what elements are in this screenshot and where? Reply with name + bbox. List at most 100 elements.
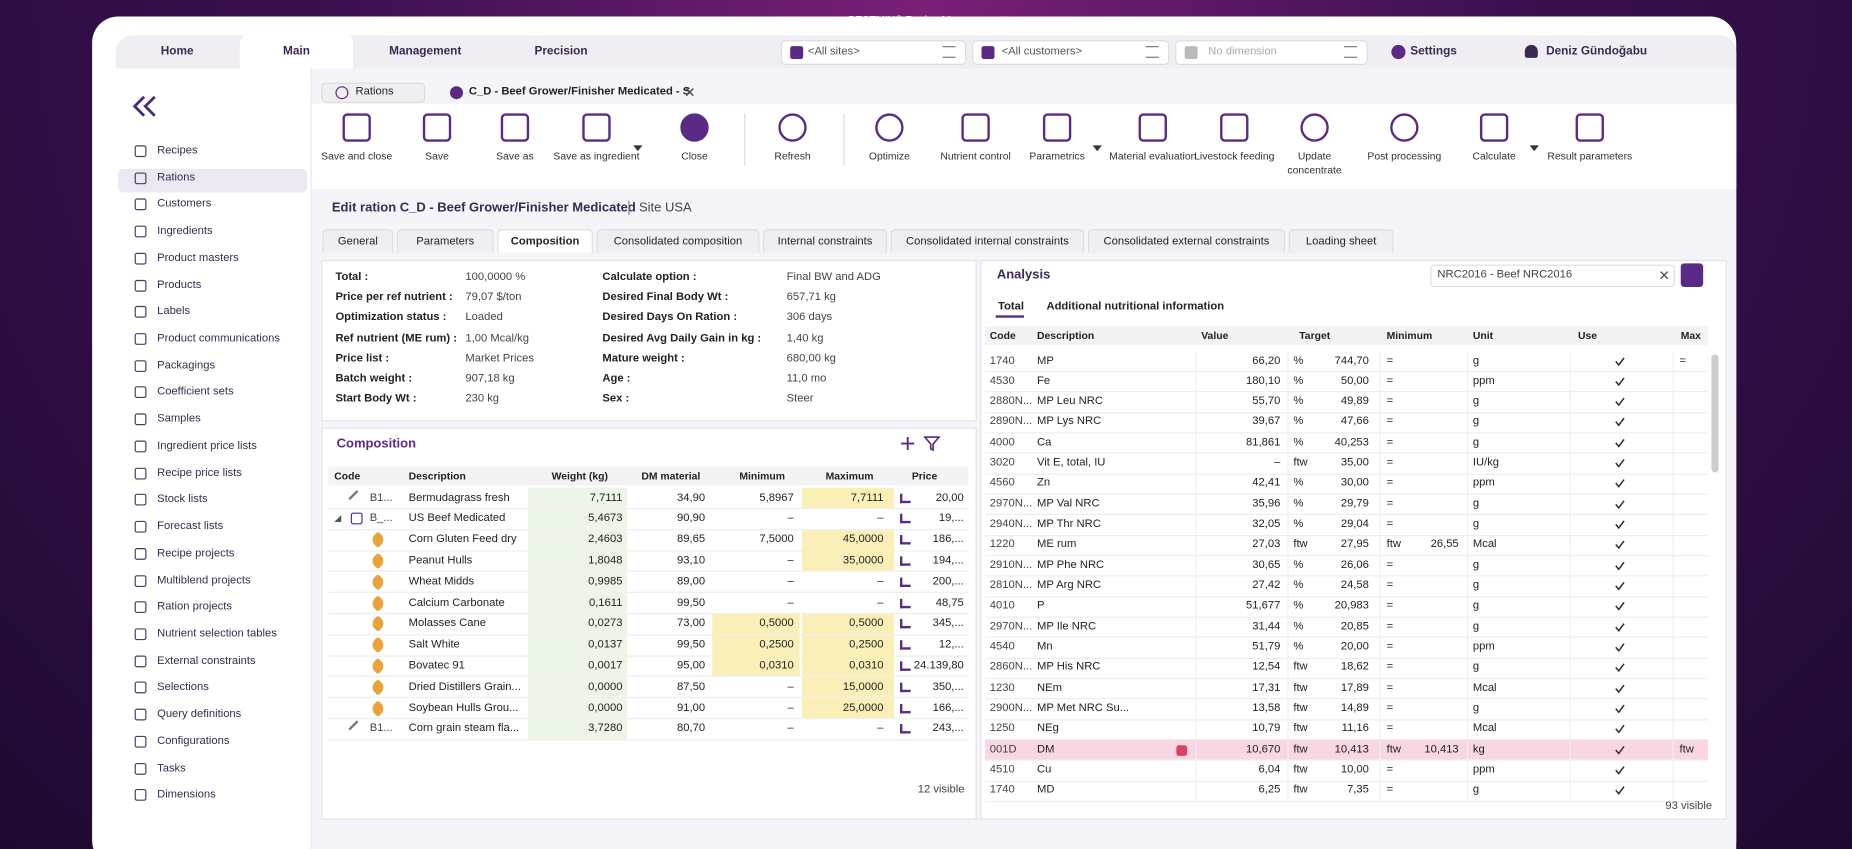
icon xyxy=(961,113,990,142)
sidebar-item[interactable]: Packagings xyxy=(157,358,216,372)
cell: % xyxy=(1293,374,1304,388)
use-check xyxy=(1615,725,1625,734)
icon xyxy=(134,762,147,775)
sidebar-item[interactable]: Tasks xyxy=(157,761,186,775)
user-name[interactable]: Deniz Gündoğabu xyxy=(1546,44,1648,58)
filter-box[interactable] xyxy=(1175,40,1368,65)
cell-bg xyxy=(801,529,895,550)
toolbar-button[interactable]: Optimize xyxy=(868,150,910,162)
cell: Mcal xyxy=(1472,681,1497,695)
cell: 2900N... xyxy=(989,701,1033,715)
sub-tab[interactable] xyxy=(396,229,494,253)
col-line xyxy=(1379,575,1381,597)
sidebar-item[interactable]: Forecast lists xyxy=(157,519,224,533)
sub-tab[interactable] xyxy=(1288,229,1394,253)
analysis-tab[interactable]: Additional nutritional information xyxy=(1046,300,1225,313)
sub-tab[interactable] xyxy=(322,229,394,253)
toolbar-button[interactable]: Save and close xyxy=(321,150,393,162)
toolbar-button[interactable]: Post processing xyxy=(1367,150,1442,162)
sidebar-item[interactable]: Product communications xyxy=(157,331,280,345)
toolbar-button[interactable]: Calculate xyxy=(1472,150,1516,162)
sidebar-item[interactable]: Product masters xyxy=(157,251,239,265)
toolbar-button[interactable]: Parametrics xyxy=(1029,150,1085,162)
sidebar-item[interactable]: Recipe projects xyxy=(157,546,235,560)
sub-tab[interactable] xyxy=(596,229,760,253)
sidebar-item[interactable]: Query definitions xyxy=(157,707,242,721)
sidebar-item[interactable]: Ingredients xyxy=(157,224,213,238)
cell: 4540 xyxy=(989,640,1015,654)
add-button[interactable] xyxy=(900,436,915,451)
icon xyxy=(350,512,363,525)
col-line xyxy=(1195,780,1197,801)
sidebar-item[interactable]: Rations xyxy=(157,170,196,184)
toolbar-button[interactable]: Material evaluation xyxy=(1109,150,1197,162)
row-line xyxy=(985,698,1708,700)
sidebar-item[interactable]: Coefficient sets xyxy=(157,385,234,399)
col-line xyxy=(1466,453,1469,474)
toolbar-button[interactable]: Close xyxy=(681,150,708,162)
sidebar-item[interactable]: Customers xyxy=(157,197,212,211)
sidebar-item[interactable]: Ration projects xyxy=(157,600,232,614)
sub-tab[interactable] xyxy=(497,229,593,253)
analysis-tab[interactable]: Total xyxy=(998,300,1025,313)
sub-tab[interactable] xyxy=(1087,229,1286,253)
preset-box[interactable] xyxy=(1430,264,1675,288)
sidebar-item[interactable]: Multiblend projects xyxy=(157,573,251,587)
col-line xyxy=(1287,657,1289,678)
sidebar-item[interactable]: Ingredient price lists xyxy=(157,439,257,453)
sidebar-item[interactable]: Labels xyxy=(157,305,191,319)
settings[interactable]: Settings xyxy=(1410,44,1457,58)
col-line xyxy=(1379,719,1381,740)
toolbar-button[interactable]: Update concentrate xyxy=(1287,150,1342,176)
nav-tab[interactable]: Management xyxy=(389,44,462,58)
clear-x[interactable] xyxy=(1659,270,1669,280)
col-line xyxy=(1379,535,1381,556)
sidebar-item[interactable]: Recipe price lists xyxy=(157,466,242,480)
toolbar-button[interactable]: Save xyxy=(425,150,449,162)
info-value: 1,00 Mcal/kg xyxy=(465,331,529,345)
nav-tab[interactable]: Home xyxy=(160,44,194,58)
cell: 29,04 xyxy=(1340,517,1369,531)
column-header: Value xyxy=(1201,329,1229,342)
sidebar-item[interactable]: Nutrient selection tables xyxy=(157,627,277,641)
toolbar-button[interactable]: Refresh xyxy=(774,150,811,162)
cell: 35,96 xyxy=(1252,497,1281,511)
sub-tab[interactable] xyxy=(763,229,888,253)
sidebar-item[interactable]: Recipes xyxy=(157,144,198,158)
doc-tab[interactable] xyxy=(321,82,426,103)
nav-tab[interactable]: Main xyxy=(283,44,310,58)
filter-button[interactable] xyxy=(1680,263,1704,288)
collapse-icon[interactable] xyxy=(130,94,161,118)
nav-tab[interactable]: Precision xyxy=(534,44,588,58)
info-label: Desired Final Body Wt : xyxy=(602,290,729,304)
filter-box[interactable] xyxy=(972,40,1170,65)
sidebar-item[interactable]: Configurations xyxy=(157,734,230,748)
toolbar-button[interactable]: Result parameters xyxy=(1547,150,1633,162)
cell: 27,95 xyxy=(1340,537,1369,551)
sidebar-item[interactable]: Selections xyxy=(157,680,209,694)
filter-button[interactable] xyxy=(923,436,941,452)
sidebar-item[interactable]: Stock lists xyxy=(157,492,208,506)
toolbar-button[interactable]: Nutrient control xyxy=(940,150,1011,162)
sidebar-item[interactable]: External constraints xyxy=(157,653,256,667)
use-check xyxy=(1615,459,1625,468)
sidebar-item[interactable]: Samples xyxy=(157,412,201,426)
cell: 89,65 xyxy=(677,532,706,546)
row-line xyxy=(328,655,969,657)
toolbar-button[interactable]: Livestock feeding xyxy=(1194,150,1275,162)
sidebar-item[interactable]: Dimensions xyxy=(157,788,216,802)
cell: g xyxy=(1472,353,1480,367)
cell: 2860N... xyxy=(989,660,1033,674)
close-x[interactable] xyxy=(684,86,696,98)
toolbar-button[interactable]: Save as ingredient xyxy=(553,150,640,162)
panel-title: Composition xyxy=(336,437,417,452)
cell: = xyxy=(1386,722,1394,736)
filter-box[interactable] xyxy=(780,40,967,65)
row-count: 12 visible xyxy=(917,783,965,797)
icon xyxy=(1575,113,1604,142)
col-line xyxy=(1287,616,1289,637)
cell: ftw xyxy=(1293,537,1308,551)
toolbar-button[interactable]: Save as xyxy=(496,150,534,162)
sidebar-item[interactable]: Products xyxy=(157,278,202,292)
sub-tab[interactable] xyxy=(890,229,1085,253)
